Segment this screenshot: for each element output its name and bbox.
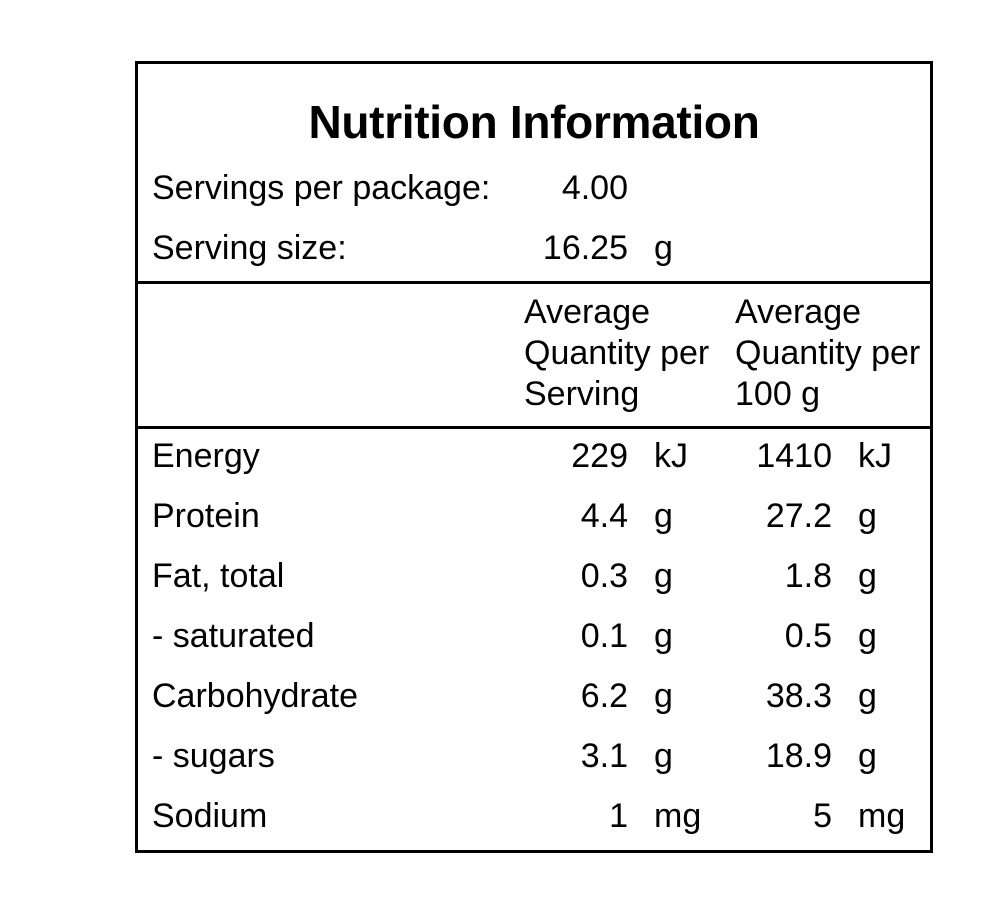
per100-unit: g: [858, 677, 877, 715]
serving-size-label: Serving size:: [152, 229, 347, 267]
nutrient-label: Protein: [152, 497, 260, 535]
table-row: - sugars 3.1 g 18.9 g: [138, 736, 930, 796]
serving-unit: g: [654, 677, 673, 715]
per100-unit: kJ: [858, 437, 892, 475]
servings-per-package-label: Servings per package:: [152, 169, 491, 207]
per100-unit: mg: [858, 797, 906, 835]
nutrient-label: Carbohydrate: [152, 677, 359, 715]
serving-value: 4.4: [580, 497, 628, 535]
panel-title: Nutrition Information: [308, 96, 760, 148]
nutrition-panel: Nutrition Information Servings per packa…: [135, 61, 933, 853]
per100-value: 38.3: [765, 677, 832, 715]
serving-unit: g: [654, 617, 673, 655]
nutrient-label: Energy: [152, 437, 260, 475]
nutrient-label: - saturated: [152, 617, 315, 655]
per100-unit: g: [858, 557, 877, 595]
per100-value: 5: [813, 797, 832, 835]
per100-value: 18.9: [765, 737, 832, 775]
per100-value: 0.5: [784, 617, 832, 655]
table-row: Energy 229 kJ 1410 kJ: [138, 436, 930, 496]
serving-value: 229: [571, 437, 628, 475]
column-header-per-100g-line: 100 g: [735, 375, 821, 413]
serving-value: 6.2: [580, 677, 628, 715]
serving-value: 3.1: [580, 737, 628, 775]
table-row: - saturated 0.1 g 0.5 g: [138, 616, 930, 676]
per100-unit: g: [858, 737, 877, 775]
servings-per-package-value: 4.00: [561, 169, 628, 207]
per100-unit: g: [858, 497, 877, 535]
serving-size-value: 16.25: [542, 229, 628, 267]
per100-value: 27.2: [765, 497, 832, 535]
per100-value: 1410: [756, 437, 832, 475]
table-row: Sodium 1 mg 5 mg: [138, 796, 930, 856]
nutrient-label: Sodium: [152, 797, 268, 835]
nutrient-label: Fat, total: [152, 557, 285, 595]
column-header-per-100g-line: Average: [735, 293, 862, 331]
serving-unit: g: [654, 737, 673, 775]
column-header-per-serving-line: Quantity per: [524, 334, 710, 372]
serving-value: 0.3: [580, 557, 628, 595]
serving-unit: mg: [654, 797, 702, 835]
serving-unit: g: [654, 557, 673, 595]
table-row: Protein 4.4 g 27.2 g: [138, 496, 930, 556]
serving-value: 1: [609, 797, 628, 835]
divider-top: [138, 281, 930, 284]
per100-value: 1.8: [784, 557, 832, 595]
serving-unit: g: [654, 497, 673, 535]
divider-header: [138, 426, 930, 429]
column-header-per-100g: Average Quantity per 100 g: [735, 292, 920, 415]
column-header-per-serving-line: Average: [524, 293, 651, 331]
serving-size-unit: g: [654, 229, 673, 267]
per100-unit: g: [858, 617, 877, 655]
column-header-per-100g-line: Quantity per: [735, 334, 921, 372]
column-header-per-serving-line: Serving: [524, 375, 640, 413]
table-row: Fat, total 0.3 g 1.8 g: [138, 556, 930, 616]
table-row: Carbohydrate 6.2 g 38.3 g: [138, 676, 930, 736]
nutrient-label: - sugars: [152, 737, 275, 775]
serving-value: 0.1: [580, 617, 628, 655]
serving-unit: kJ: [654, 437, 688, 475]
column-header-per-serving: Average Quantity per Serving: [524, 292, 709, 415]
